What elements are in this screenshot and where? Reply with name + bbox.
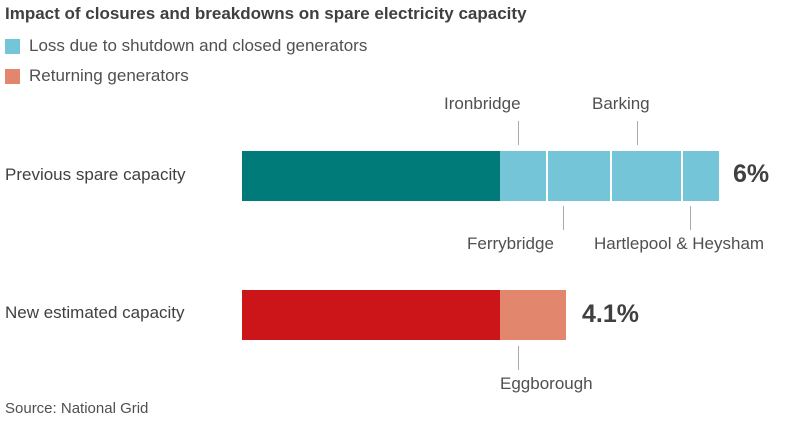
source-note: Source: National Grid: [5, 400, 149, 417]
annotation-barking: Barking: [592, 94, 650, 113]
segment-eggborough: [500, 290, 566, 340]
legend-swatch-returning-icon: [5, 68, 20, 84]
tick-eggborough: [518, 346, 519, 370]
segment-new-base: [242, 290, 500, 340]
annotation-eggborough: Eggborough: [500, 374, 593, 393]
segment-ironbridge: [500, 151, 546, 201]
legend-item-loss: Loss due to shutdown and closed generato…: [5, 36, 367, 56]
tick-ferrybridge: [563, 206, 564, 230]
segment-ferrybridge: [546, 151, 610, 201]
row-label-previous: Previous spare capacity: [5, 165, 186, 184]
annotation-ferrybridge: Ferrybridge: [467, 234, 554, 253]
segment-hartlepool-heysham: [681, 151, 719, 201]
tick-ironbridge: [518, 121, 519, 145]
legend-swatch-loss-icon: [5, 38, 20, 54]
tick-barking: [637, 121, 638, 145]
legend-label-returning: Returning generators: [29, 66, 189, 85]
total-previous: 6%: [733, 160, 770, 188]
legend-item-returning: Returning generators: [5, 66, 189, 86]
total-new: 4.1%: [582, 300, 639, 328]
legend-label-loss: Loss due to shutdown and closed generato…: [29, 36, 368, 55]
segment-previous-base: [242, 151, 500, 201]
bar-new-capacity: [242, 290, 566, 340]
annotation-ironbridge: Ironbridge: [444, 94, 521, 113]
tick-hartlepool-heysham: [690, 206, 691, 230]
bar-previous-capacity: [242, 151, 719, 201]
chart-title: Impact of closures and breakdowns on spa…: [5, 4, 527, 23]
row-label-new: New estimated capacity: [5, 303, 185, 322]
annotation-hartlepool-heysham: Hartlepool & Heysham: [594, 234, 765, 253]
segment-barking: [610, 151, 681, 201]
